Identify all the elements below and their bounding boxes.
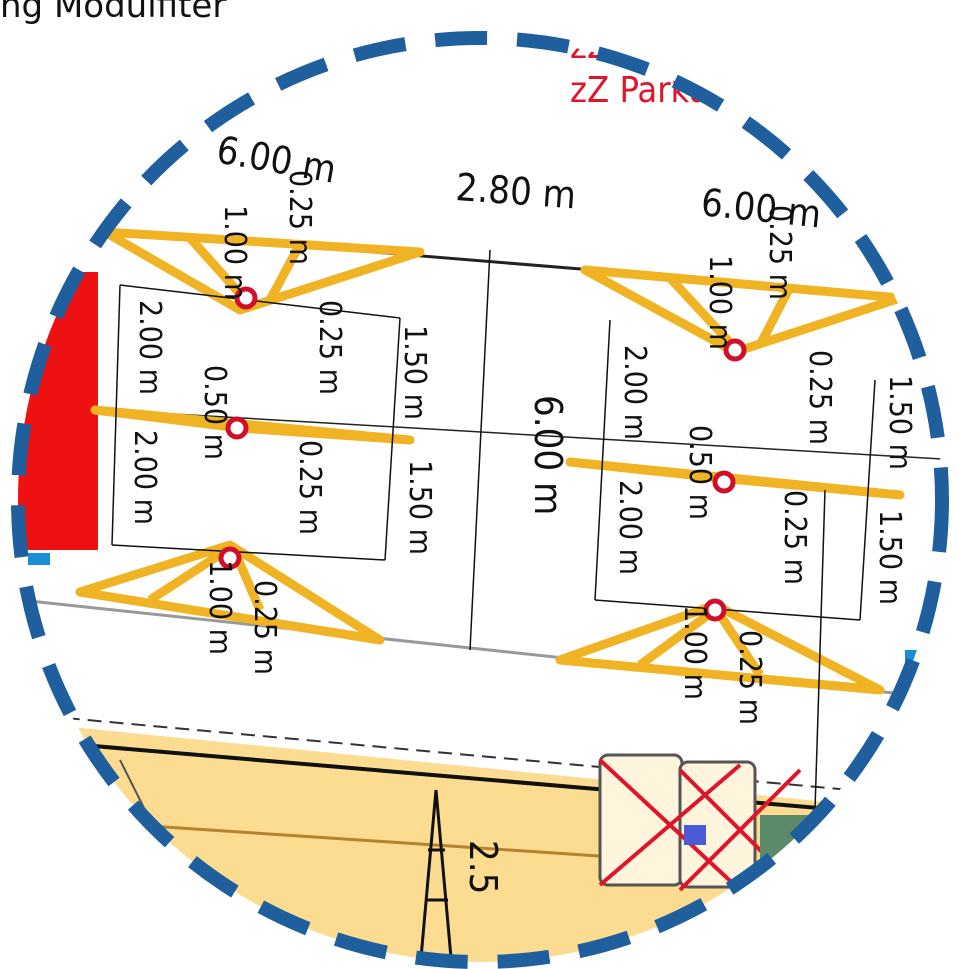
marking-right	[555, 265, 905, 695]
dim-left-150-top: 1.50 m	[397, 325, 432, 420]
pin-markers	[218, 286, 747, 622]
road-marking-label: 2.5	[461, 840, 505, 894]
dim-left-025-top: 0.25 m	[282, 170, 317, 265]
dim-right-100-bot: 1.00 m	[677, 605, 712, 700]
dim-center-gap: 2.80 m	[454, 165, 577, 217]
dim-left-025-bot: 0.25 m	[292, 440, 327, 535]
dim-right-025-mid: 0.25 m	[802, 350, 837, 445]
dim-right-150-bot: 1.50 m	[872, 510, 907, 605]
pylon-mark	[418, 789, 454, 962]
dim-left-025-mid: 0.25 m	[312, 300, 347, 395]
dim-left-150-bot: 1.50 m	[402, 460, 437, 555]
caption-text: ng Modulfiter	[0, 0, 227, 26]
dim-left-200-bot: 2.00 m	[127, 430, 162, 525]
dimension-lines	[111, 249, 876, 811]
dim-left-025-low: 0.25 m	[247, 580, 282, 675]
dim-right-025-bot: 0.25 m	[777, 490, 812, 585]
dim-right-025-low: 0.25 m	[732, 630, 767, 725]
dim-right-100-top: 1.00 m	[702, 255, 737, 350]
marking-left	[75, 227, 425, 645]
dim-right-150-top: 1.50 m	[882, 375, 917, 470]
dim-left-200-top: 2.00 m	[132, 300, 167, 395]
dim-right-200-top: 2.00 m	[617, 345, 652, 440]
dashed-circle-frame	[11, 31, 949, 969]
dim-left-100-top: 1.00 m	[217, 205, 252, 300]
dim-center-length: 6.00 m	[526, 395, 570, 515]
dim-right-050: 0.50 m	[682, 425, 717, 520]
dim-right-200-bot: 2.00 m	[612, 480, 647, 575]
dim-right-025-top: 0.25 m	[762, 205, 797, 300]
dim-left-050: 0.50 m	[197, 365, 232, 460]
dim-left-100-bot: 1.00 m	[202, 560, 237, 655]
